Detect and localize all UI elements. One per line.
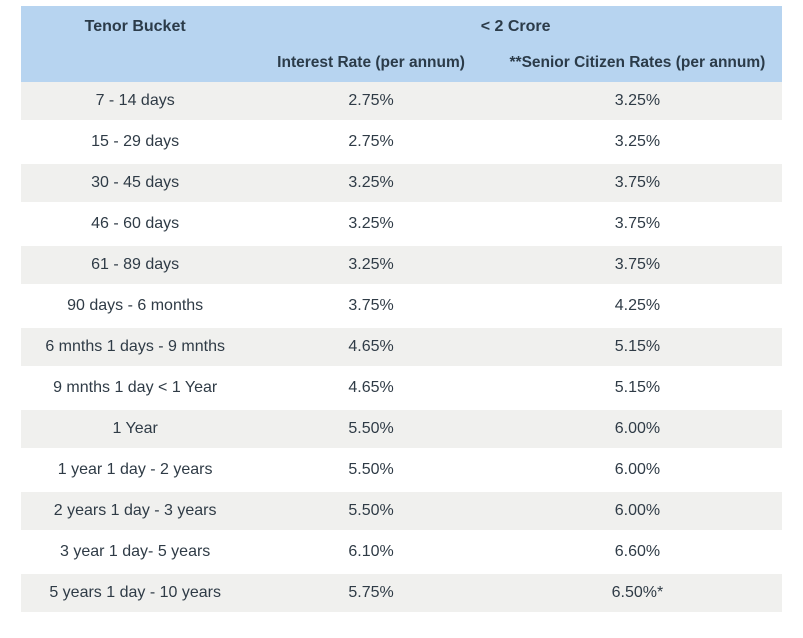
table-row: 46 - 60 days3.25%3.75% [21, 204, 782, 245]
cell-interest-rate: 4.65% [249, 327, 493, 368]
cell-tenor: 7 - 14 days [21, 82, 249, 122]
cell-senior-rate: 3.75% [493, 245, 782, 286]
cell-senior-rate: 3.25% [493, 122, 782, 163]
table-row: 30 - 45 days3.25%3.75% [21, 163, 782, 204]
table-row: 7 - 14 days2.75%3.25% [21, 82, 782, 122]
cell-senior-rate: 4.25% [493, 286, 782, 327]
header-tenor: Tenor Bucket [21, 6, 249, 82]
table-header: Tenor Bucket < 2 Crore Interest Rate (pe… [21, 6, 782, 82]
cell-interest-rate: 5.50% [249, 409, 493, 450]
cell-interest-rate: 2.75% [249, 82, 493, 122]
table-row: 2 years 1 day - 3 years5.50%6.00% [21, 491, 782, 532]
cell-senior-rate: 5.15% [493, 327, 782, 368]
cell-interest-rate: 3.25% [249, 204, 493, 245]
header-group: < 2 Crore [249, 6, 782, 40]
cell-interest-rate: 2.75% [249, 122, 493, 163]
table-container: Tenor Bucket < 2 Crore Interest Rate (pe… [0, 0, 803, 621]
cell-senior-rate: 3.75% [493, 163, 782, 204]
table-row: 15 - 29 days2.75%3.25% [21, 122, 782, 163]
cell-senior-rate: 6.00% [493, 409, 782, 450]
cell-senior-rate: 5.15% [493, 368, 782, 409]
cell-interest-rate: 5.50% [249, 491, 493, 532]
table-row: 1 Year5.50%6.00% [21, 409, 782, 450]
table-row: 3 year 1 day- 5 years6.10%6.60% [21, 532, 782, 573]
header-interest-rate: Interest Rate (per annum) [249, 40, 493, 82]
table-row: 90 days - 6 months3.75%4.25% [21, 286, 782, 327]
cell-interest-rate: 5.75% [249, 573, 493, 614]
table-row: 1 year 1 day - 2 years5.50%6.00% [21, 450, 782, 491]
cell-tenor: 90 days - 6 months [21, 286, 249, 327]
cell-tenor: 1 Year [21, 409, 249, 450]
table-row: 9 mnths 1 day < 1 Year4.65%5.15% [21, 368, 782, 409]
cell-tenor: 9 mnths 1 day < 1 Year [21, 368, 249, 409]
cell-interest-rate: 3.25% [249, 163, 493, 204]
table-row: 5 years 1 day - 10 years5.75%6.50%* [21, 573, 782, 614]
cell-tenor: 1 year 1 day - 2 years [21, 450, 249, 491]
cell-tenor: 5 years 1 day - 10 years [21, 573, 249, 614]
cell-tenor: 15 - 29 days [21, 122, 249, 163]
cell-tenor: 3 year 1 day- 5 years [21, 532, 249, 573]
cell-tenor: 61 - 89 days [21, 245, 249, 286]
cell-senior-rate: 6.60% [493, 532, 782, 573]
cell-senior-rate: 6.00% [493, 450, 782, 491]
cell-interest-rate: 3.75% [249, 286, 493, 327]
cell-senior-rate: 3.75% [493, 204, 782, 245]
cell-senior-rate: 6.00% [493, 491, 782, 532]
cell-senior-rate: 3.25% [493, 82, 782, 122]
cell-interest-rate: 5.50% [249, 450, 493, 491]
rates-table: Tenor Bucket < 2 Crore Interest Rate (pe… [21, 6, 782, 615]
table-body: 7 - 14 days2.75%3.25%15 - 29 days2.75%3.… [21, 82, 782, 614]
cell-tenor: 46 - 60 days [21, 204, 249, 245]
cell-tenor: 2 years 1 day - 3 years [21, 491, 249, 532]
table-row: 6 mnths 1 days - 9 mnths4.65%5.15% [21, 327, 782, 368]
cell-senior-rate: 6.50%* [493, 573, 782, 614]
cell-interest-rate: 4.65% [249, 368, 493, 409]
table-row: 61 - 89 days3.25%3.75% [21, 245, 782, 286]
cell-tenor: 30 - 45 days [21, 163, 249, 204]
header-senior-rate: **Senior Citizen Rates (per annum) [493, 40, 782, 82]
cell-tenor: 6 mnths 1 days - 9 mnths [21, 327, 249, 368]
cell-interest-rate: 6.10% [249, 532, 493, 573]
cell-interest-rate: 3.25% [249, 245, 493, 286]
